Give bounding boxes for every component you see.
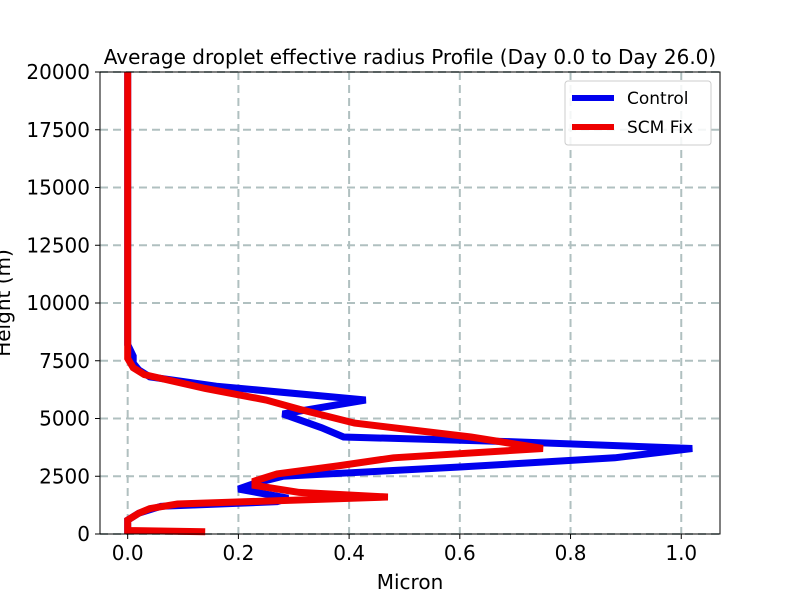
legend-label-control: Control <box>627 89 688 109</box>
y-tick-label: 12500 <box>26 233 90 257</box>
x-tick-label: 0.0 <box>112 541 144 565</box>
y-axis-title: Height (m) <box>0 249 15 357</box>
y-tick-label: 15000 <box>26 176 90 200</box>
x-axis: 0.0 0.2 0.4 0.6 0.8 1.0 <box>112 534 697 565</box>
series-line-scm-fix <box>124 72 544 536</box>
x-tick-label: 0.8 <box>555 541 587 565</box>
legend: Control SCM Fix <box>564 80 712 146</box>
y-tick-label: 10000 <box>26 291 90 315</box>
x-tick-label: 0.2 <box>222 541 254 565</box>
legend-label-scm-fix: SCM Fix <box>627 118 693 138</box>
y-tick-label: 0 <box>77 522 90 546</box>
y-tick-label: 2500 <box>39 464 90 488</box>
chart-title: Average droplet effective radius Profile… <box>104 45 716 69</box>
x-tick-label: 0.6 <box>444 541 476 565</box>
x-tick-label: 0.4 <box>333 541 365 565</box>
y-tick-label: 20000 <box>26 60 90 84</box>
y-tick-label: 5000 <box>39 407 90 431</box>
x-tick-label: 1.0 <box>665 541 697 565</box>
y-tick-label: 7500 <box>39 349 90 373</box>
y-axis: 0 2500 5000 7500 10000 12500 15000 17500 20000 <box>26 60 100 546</box>
x-axis-title: Micron <box>377 570 444 594</box>
y-tick-label: 17500 <box>26 118 90 142</box>
series-layer <box>124 72 693 536</box>
